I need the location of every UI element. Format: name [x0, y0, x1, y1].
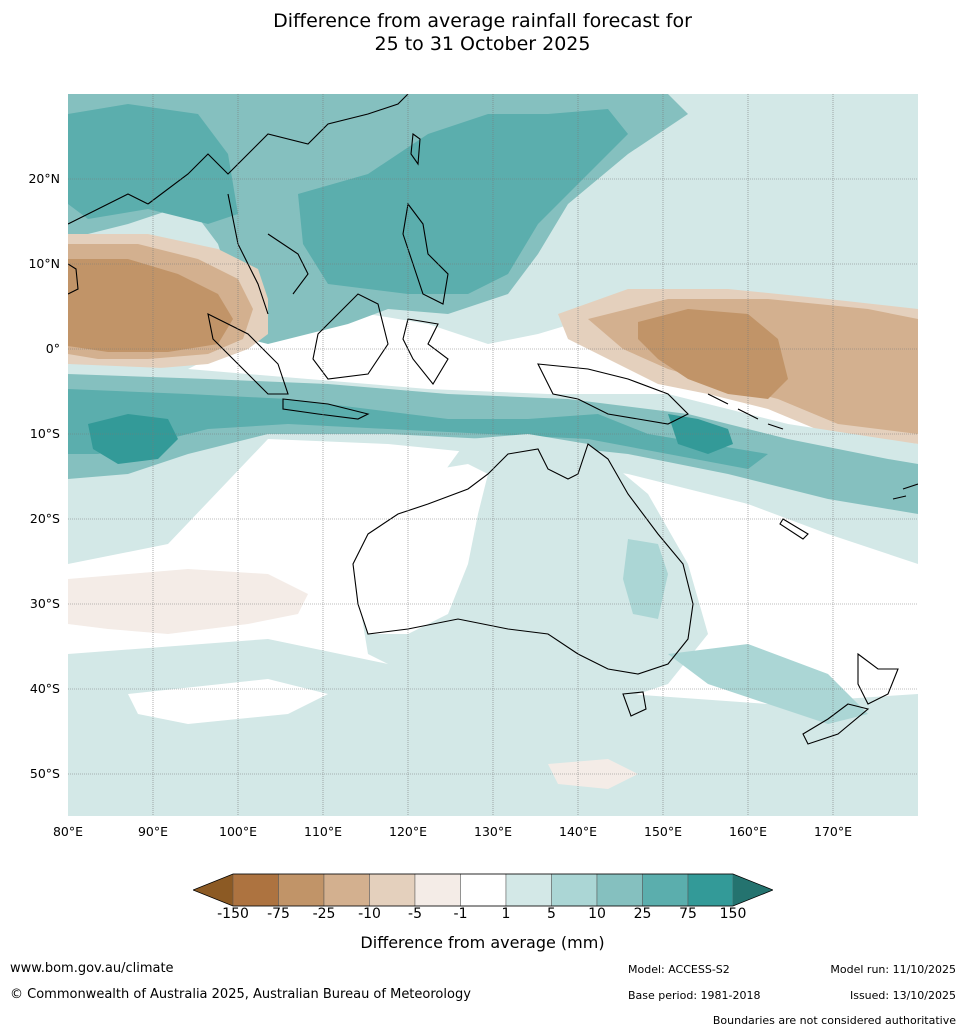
region-indian-dry-dark: [68, 259, 233, 352]
coastline-sulawesi: [402, 318, 449, 385]
colorbar-tick-10: 25: [633, 906, 652, 922]
colorbar-swatch-10: [642, 873, 689, 907]
title-line-2: 25 to 31 October 2025: [374, 33, 591, 55]
lon-label-140e: 140°E: [558, 824, 598, 839]
coastline-taiwan: [410, 133, 421, 166]
footer-base-period: Base period: 1981-2018: [628, 989, 761, 1002]
lon-label-130e: 130°E: [473, 824, 513, 839]
colorbar-swatch-7: [505, 873, 552, 907]
region-indian-wet-core: [88, 414, 178, 464]
colorbar-tick-1: -150: [217, 906, 249, 922]
coastline-tasmania: [622, 691, 647, 717]
footer-model: Model: ACCESS-S2: [628, 963, 730, 976]
colorbar-swatch-3: [323, 873, 370, 907]
colorbar-tick-2: -75: [267, 906, 290, 922]
lat-label-0: 0°: [45, 341, 60, 356]
region-tasman-teal: [668, 644, 868, 724]
region-south-tropic-teal-dark: [68, 389, 768, 469]
region-south-brown-patch: [548, 759, 638, 789]
map-title: Difference from average rainfall forecas…: [0, 10, 965, 56]
map-canvas: [68, 94, 918, 816]
region-southern-indian-light-dry: [68, 569, 308, 634]
lon-label-160e: 160°E: [728, 824, 768, 839]
colorbar-tick-8: 5: [547, 906, 556, 922]
coastline-nz-north: [857, 652, 899, 705]
colorbar-title: Difference from average (mm): [360, 933, 605, 952]
lon-label-150e: 150°E: [643, 824, 683, 839]
lat-label-40s: 40°S: [29, 681, 60, 696]
colorbar-arrow-low: [193, 874, 233, 906]
region-southern-ocean-white: [128, 679, 328, 724]
colorbar-arrow-high: [733, 874, 773, 906]
lon-label-90e: 90°E: [137, 824, 169, 839]
region-queensland-teal: [623, 539, 668, 619]
colorbar-tick-9: 10: [588, 906, 606, 922]
graticule: [68, 94, 918, 816]
rainfall-map[interactable]: [68, 94, 918, 816]
colorbar-tick-7: 1: [501, 906, 511, 922]
region-north-teal-dark-2: [298, 109, 628, 294]
colorbar-swatch-9: [596, 873, 643, 907]
lon-label-80e: 80°E: [52, 824, 84, 839]
colorbar-tick-5: -5: [408, 906, 422, 922]
colorbar-tick-3: -25: [312, 906, 336, 922]
coastline-new-guinea: [537, 363, 689, 425]
colorbar-swatch-5: [414, 873, 461, 907]
colorbar-swatch-4: [369, 873, 416, 907]
title-line-1: Difference from average rainfall forecas…: [273, 10, 692, 32]
coastline-java: [282, 398, 370, 420]
footer-website-link[interactable]: www.bom.gov.au/climate: [10, 961, 174, 976]
colorbar-tick-12: 150: [719, 906, 747, 922]
coastline-india: [68, 193, 149, 225]
colorbar-swatch-6: [460, 873, 507, 907]
footer-copyright: © Commonwealth of Australia 2025, Austra…: [10, 987, 471, 1002]
coastline-philippines: [402, 202, 449, 305]
lon-label-120e: 120°E: [388, 824, 428, 839]
coastlines: [68, 94, 918, 745]
colorbar-swatch-2: [278, 873, 325, 907]
colorbar-swatch-8: [551, 873, 598, 907]
colorbar-tick-6: -1: [453, 906, 468, 922]
colorbar-swatch-11: [687, 873, 734, 907]
footer-issued: Issued: 13/10/2025: [849, 989, 956, 1002]
region-australia-white: [348, 464, 488, 634]
coastline-borneo: [312, 293, 389, 380]
colorbar-tick-4: -10: [358, 906, 381, 922]
lon-label-110e: 110°E: [303, 824, 343, 839]
colorbar-outline: [193, 873, 773, 907]
lat-label-20s: 20°S: [29, 511, 60, 526]
lat-label-10s: 10°S: [29, 426, 60, 441]
colorbar-tick-11: 75: [679, 906, 697, 922]
coastline-sumatra: [207, 313, 289, 395]
region-pacific-dry-dark: [638, 309, 788, 399]
lat-label-30s: 30°S: [29, 596, 60, 611]
coastline-nz-south: [802, 703, 870, 745]
footer-model-run: Model run: 11/10/2025: [830, 963, 956, 976]
colorbar: [193, 873, 773, 907]
lon-label-170e: 170°E: [813, 824, 853, 839]
footer-disclaimer: Boundaries are not considered authoritat…: [712, 1014, 956, 1027]
coastline-fiji: [892, 483, 918, 500]
colorbar-swatch-1: [232, 873, 279, 907]
lat-label-20n: 20°N: [28, 171, 60, 186]
coastline-sri-lanka: [68, 263, 79, 295]
coastline-new-caledonia: [779, 518, 809, 540]
lat-label-50s: 50°S: [29, 766, 60, 781]
lon-label-100e: 100°E: [218, 824, 258, 839]
coastline-australia: [352, 443, 694, 675]
lat-label-10n: 10°N: [28, 256, 60, 271]
